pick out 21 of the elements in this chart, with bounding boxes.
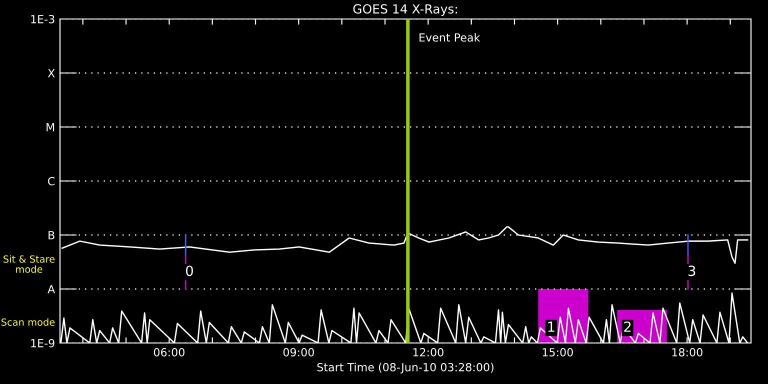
annotation: 3 (688, 266, 696, 276)
x-tick-label: 09:00 (283, 348, 314, 356)
y-tick-label: M (46, 123, 54, 132)
x-tick-label: 12:00 (413, 348, 444, 356)
y-tick-label: C (48, 176, 55, 186)
y-tick-label: X (48, 69, 55, 78)
y-tick-label: 1E-3 (31, 14, 54, 24)
y-tick-label: 1E-9 (31, 338, 54, 348)
chart-title: GOES 14 X-Rays: (353, 4, 457, 16)
x-tick-label: 06:00 (154, 348, 184, 356)
y-tick-label: B (48, 231, 54, 240)
y-tick-label: A (48, 285, 56, 294)
ref-line-label: Event Peak (420, 33, 480, 42)
annotation: 0 (186, 266, 193, 276)
text: Scan mode (1, 318, 55, 326)
annotation: 2 (624, 321, 631, 332)
x-tick-label: 18:00 (672, 348, 702, 356)
text: Sit & Stare mode (4, 255, 55, 273)
annotation: 1 (548, 322, 554, 332)
x-axis-title: Start Time (08-Jun-10 03:28:00) (317, 362, 494, 374)
x-tick-label: 15:00 (542, 348, 573, 356)
